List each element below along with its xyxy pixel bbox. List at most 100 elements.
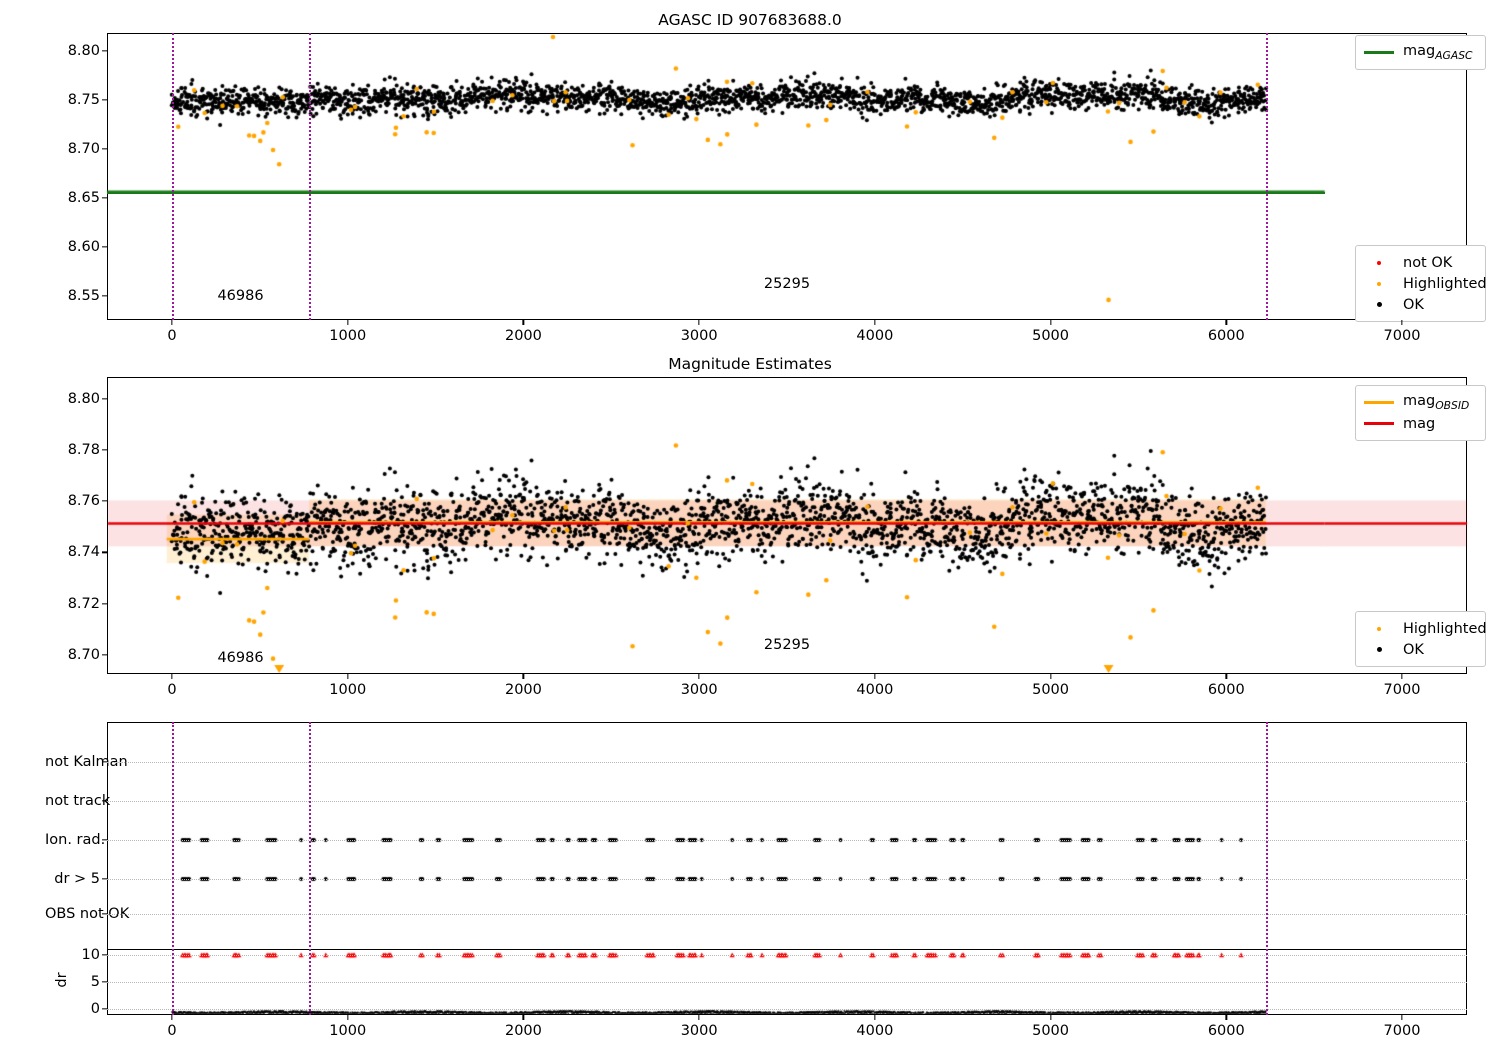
xtickmark-mid-6 <box>1225 674 1227 679</box>
xtick-top-1: 1000 <box>329 328 367 344</box>
ytick-top-1: 8.60 <box>67 238 100 255</box>
xtick-bot-1: 1000 <box>329 1023 367 1039</box>
dr-subplot-baseline <box>107 1014 1467 1016</box>
ytick-mid-2: 8.74 <box>67 544 100 561</box>
xtickmark-top-6 <box>1225 320 1227 325</box>
xtick-mid-0: 0 <box>167 682 177 698</box>
xtickmark-mid-2 <box>522 674 525 679</box>
ytickmark-mid-4 <box>102 449 107 451</box>
xtickmark-bot-6 <box>1225 1015 1227 1020</box>
dr-ytick-1: 5 <box>90 974 100 990</box>
ytickmark-top-4 <box>102 98 107 101</box>
xtick-top-6: 6000 <box>1207 328 1245 344</box>
xtickmark-top-3 <box>698 320 700 325</box>
ytickmark-top-2 <box>102 196 107 199</box>
xtick-bot-2: 2000 <box>504 1023 542 1039</box>
xtickmark-bot-0 <box>171 1015 173 1020</box>
dr-gridline-1 <box>107 982 1467 983</box>
xtick-bot-7: 7000 <box>1383 1023 1421 1039</box>
xtick-top-4: 4000 <box>856 328 894 344</box>
xtickmark-top-5 <box>1049 320 1052 325</box>
dr-ytick-2: 10 <box>81 947 100 963</box>
xtick-mid-7: 7000 <box>1383 682 1421 698</box>
xtick-top-0: 0 <box>167 328 177 344</box>
xtickmark-top-4 <box>874 320 876 325</box>
obsid-divider-bot-1 <box>309 722 312 1015</box>
ytick-top-4: 8.75 <box>67 91 100 108</box>
obsid-divider-bot-2 <box>1265 722 1268 1015</box>
xtickmark-mid-0 <box>171 674 173 679</box>
xtick-bot-3: 3000 <box>680 1023 718 1039</box>
ytickmark-top-1 <box>102 245 107 248</box>
xtickmark-top-7 <box>1401 320 1403 325</box>
xtickmark-mid-5 <box>1049 674 1052 679</box>
xtick-top-3: 3000 <box>680 328 718 344</box>
xtickmark-mid-7 <box>1401 674 1403 679</box>
flag-gridline-2 <box>107 840 1467 841</box>
xtick-bot-6: 6000 <box>1207 1023 1245 1039</box>
obsid-label-top-0: 46986 <box>217 288 264 305</box>
dr-ytickmark-0 <box>102 1008 107 1010</box>
flag-label-1: not track <box>45 793 111 809</box>
dr-subplot-divider <box>107 949 1467 951</box>
ytickmark-mid-3 <box>102 500 107 502</box>
obsid-divider-top-1 <box>309 33 312 320</box>
ytickmark-mid-5 <box>102 398 107 400</box>
ytick-mid-0: 8.70 <box>67 646 100 663</box>
ytick-top-5: 8.80 <box>67 42 100 59</box>
xtickmark-bot-5 <box>1049 1015 1052 1020</box>
ytick-mid-1: 8.72 <box>67 595 100 612</box>
ytickmark-top-0 <box>102 294 107 297</box>
ytick-top-0: 8.55 <box>67 287 100 304</box>
xtick-mid-2: 2000 <box>504 682 542 698</box>
obsid-label-top-1: 25295 <box>763 275 811 292</box>
obsid-label-mid-0: 46986 <box>217 649 264 666</box>
ytickmark-mid-0 <box>102 654 107 656</box>
ytickmark-mid-2 <box>102 551 107 554</box>
xtick-mid-6: 6000 <box>1207 682 1245 698</box>
flag-gridline-3 <box>107 879 1467 880</box>
xtickmark-mid-3 <box>698 674 700 679</box>
ytick-mid-5: 8.80 <box>67 390 100 407</box>
flag-gridline-0 <box>107 762 1467 763</box>
flag-label-2: Ion. rad. <box>45 832 106 848</box>
dr-ytickmark-2 <box>102 954 107 956</box>
xtick-mid-5: 5000 <box>1032 682 1070 698</box>
obsid-divider-bot-0 <box>172 722 174 1015</box>
obsid-divider-top-0 <box>172 33 174 320</box>
flag-tickmark-0 <box>102 761 107 763</box>
xtick-bot-5: 5000 <box>1032 1023 1070 1039</box>
obsid-divider-top-2 <box>1265 33 1268 320</box>
xtickmark-bot-3 <box>698 1015 700 1020</box>
xtickmark-mid-1 <box>347 674 349 679</box>
ytickmark-mid-1 <box>102 602 107 605</box>
flag-tickmark-2 <box>102 839 107 841</box>
hline-mag_AGASC <box>107 191 1325 194</box>
xtick-bot-0: 0 <box>167 1023 177 1039</box>
ytickmark-top-3 <box>102 147 107 150</box>
xtick-top-2: 2000 <box>504 328 542 344</box>
flag-gridline-1 <box>107 801 1467 802</box>
flag-label-0: not Kalman <box>45 754 128 770</box>
ytick-mid-4: 8.78 <box>67 441 100 458</box>
xtickmark-bot-7 <box>1401 1015 1403 1020</box>
xtick-mid-3: 3000 <box>680 682 718 698</box>
xtick-mid-4: 4000 <box>856 682 894 698</box>
xtick-top-5: 5000 <box>1032 328 1070 344</box>
flag-tickmark-1 <box>102 800 107 802</box>
dr-gridline-0 <box>107 1009 1467 1010</box>
flag-label-4: OBS not OK <box>45 906 130 922</box>
xtickmark-bot-4 <box>874 1015 876 1020</box>
dr-gridline-2 <box>107 955 1467 956</box>
dr-ytickmark-1 <box>102 981 107 983</box>
flag-tickmark-3 <box>102 878 107 880</box>
flag-tickmark-4 <box>102 913 107 915</box>
flag-label-3: dr > 5 <box>54 871 100 887</box>
xtick-top-7: 7000 <box>1383 328 1421 344</box>
xtick-mid-1: 1000 <box>329 682 367 698</box>
flag-gridline-4 <box>107 914 1467 915</box>
ytick-top-2: 8.65 <box>67 189 100 206</box>
dr-ytick-0: 0 <box>90 1001 100 1017</box>
